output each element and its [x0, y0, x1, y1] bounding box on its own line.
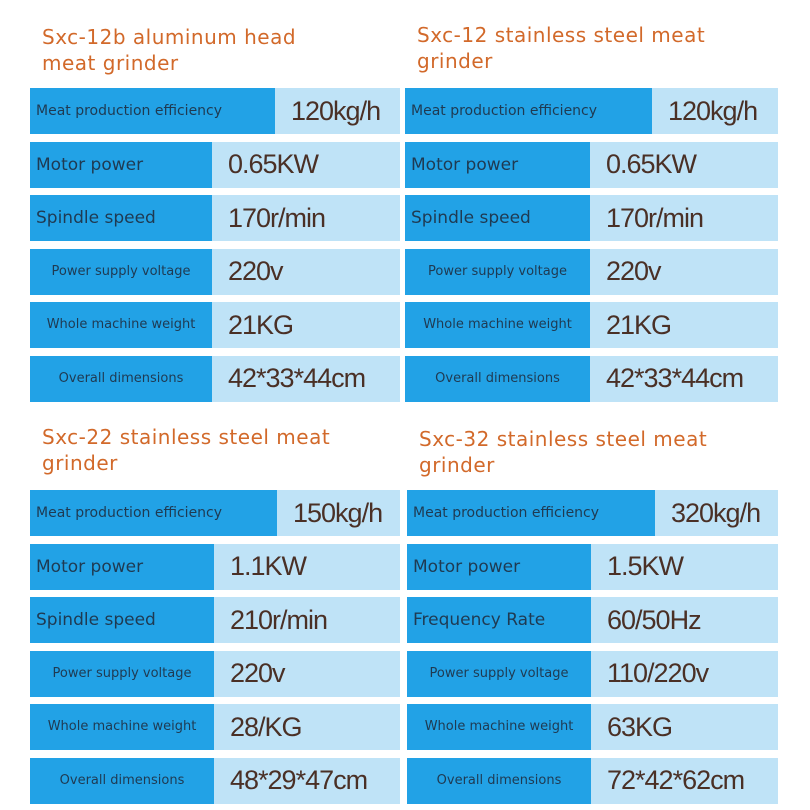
spec-label: Spindle speed: [405, 195, 590, 241]
spec-value: 120kg/h: [275, 88, 400, 134]
spec-value: 28/KG: [214, 704, 400, 750]
spec-label: Spindle speed: [30, 597, 214, 643]
spec-value: 0.65KW: [590, 141, 778, 188]
spec-value: 170r/min: [590, 195, 778, 241]
spec-value: 21KG: [590, 302, 778, 348]
spec-label: Meat production efficiency: [30, 490, 277, 536]
spec-value: 220v: [214, 650, 400, 697]
panel-title: Sxc-12b aluminum head meat grinder: [42, 25, 297, 75]
spec-value: 21KG: [212, 302, 400, 348]
spec-value: 120kg/h: [652, 88, 778, 134]
spec-label: Power supply voltage: [405, 248, 590, 295]
spec-label: Overall dimensions: [30, 757, 214, 804]
spec-label: Meat production efficiency: [407, 490, 655, 536]
spec-label: Whole machine weight: [407, 704, 591, 750]
spec-label: Frequency Rate: [407, 597, 591, 643]
spec-value: 170r/min: [212, 195, 400, 241]
spec-value: 150kg/h: [277, 490, 400, 536]
panel-title: Sxc-12 stainless steel meat grinder: [417, 23, 706, 73]
spec-label: Whole machine weight: [30, 302, 212, 348]
spec-value: 1.1KW: [214, 543, 400, 590]
spec-label: Spindle speed: [30, 195, 212, 241]
panel-title: Sxc-22 stainless steel meat grinder: [42, 425, 331, 475]
spec-label: Motor power: [30, 543, 214, 590]
spec-label: Overall dimensions: [30, 355, 212, 402]
spec-value: 220v: [212, 248, 400, 295]
spec-label: Motor power: [407, 543, 591, 590]
panel-title: Sxc-32 stainless steel meat grinder: [419, 427, 708, 477]
spec-label: Meat production efficiency: [30, 88, 275, 134]
spec-label: Whole machine weight: [405, 302, 590, 348]
spec-label: Power supply voltage: [30, 650, 214, 697]
spec-value: 42*33*44cm: [590, 355, 778, 402]
spec-label: Motor power: [30, 141, 212, 188]
spec-value: 63KG: [591, 704, 778, 750]
spec-label: Meat production efficiency: [405, 88, 652, 134]
spec-value: 48*29*47cm: [214, 757, 400, 804]
spec-value: 110/220v: [591, 650, 778, 697]
spec-label: Overall dimensions: [407, 757, 591, 804]
spec-value: 72*42*62cm: [591, 757, 778, 804]
spec-label: Motor power: [405, 141, 590, 188]
spec-value: 320kg/h: [655, 490, 778, 536]
spec-value: 210r/min: [214, 597, 400, 643]
spec-value: 220v: [590, 248, 778, 295]
spec-value: 1.5KW: [591, 543, 778, 590]
spec-value: 60/50Hz: [591, 597, 778, 643]
spec-value: 0.65KW: [212, 141, 400, 188]
spec-value: 42*33*44cm: [212, 355, 400, 402]
spec-label: Power supply voltage: [407, 650, 591, 697]
spec-label: Overall dimensions: [405, 355, 590, 402]
spec-label: Power supply voltage: [30, 248, 212, 295]
spec-label: Whole machine weight: [30, 704, 214, 750]
